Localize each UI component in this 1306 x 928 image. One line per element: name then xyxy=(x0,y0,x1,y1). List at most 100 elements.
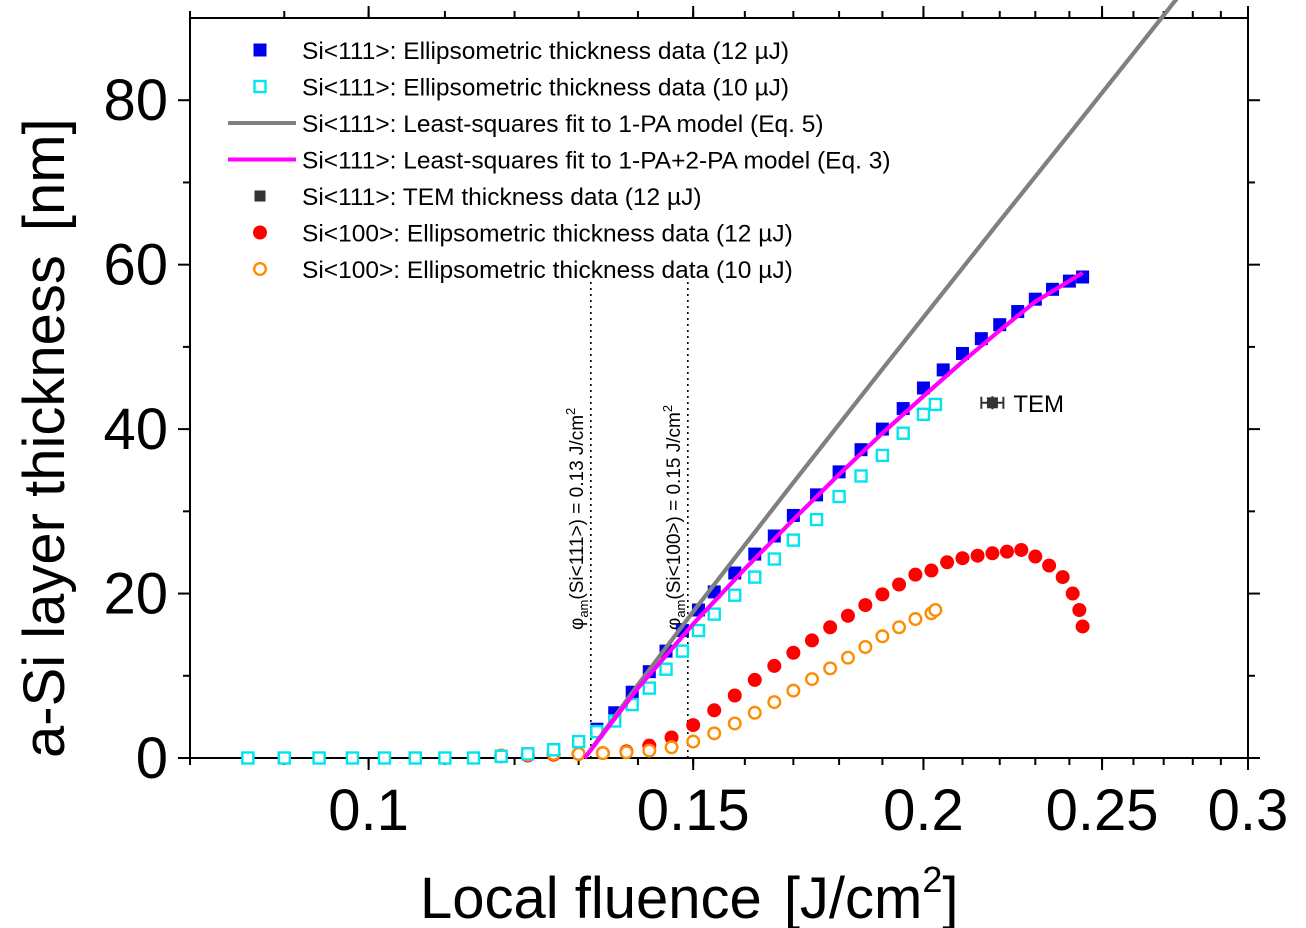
legend-label: Si<111>: Least-squares fit to 1-PA model… xyxy=(302,111,824,138)
data-point xyxy=(908,567,923,582)
data-point xyxy=(691,623,706,638)
data-point xyxy=(786,645,801,660)
data-point xyxy=(748,570,762,584)
data-point xyxy=(832,489,846,504)
data-point xyxy=(928,397,943,412)
data-point xyxy=(809,512,824,527)
y-tick-label: 0 xyxy=(136,726,168,791)
data-point xyxy=(916,407,931,422)
data-point xyxy=(312,751,326,765)
x-tick-label: 0.25 xyxy=(1046,778,1159,843)
fit-line xyxy=(583,0,1179,760)
data-point xyxy=(727,716,742,731)
data-point xyxy=(823,620,838,635)
data-point xyxy=(999,544,1014,559)
threshold-label: φam(Si<100>) = 0.15 J/cm2 xyxy=(660,405,688,630)
data-point xyxy=(892,620,907,635)
data-point xyxy=(664,730,679,745)
data-point xyxy=(747,705,762,720)
tem-annotation: TEM xyxy=(980,391,1064,418)
legend-marker xyxy=(253,79,267,94)
x-axis-unit-sup: 2 xyxy=(922,859,942,900)
legend-label: Si<111>: TEM thickness data (12 µJ) xyxy=(302,184,702,211)
data-point xyxy=(858,598,873,613)
data-point xyxy=(1014,542,1029,557)
legend-marker xyxy=(253,43,267,57)
tem-label: TEM xyxy=(1013,391,1064,418)
legend-label: Si<111>: Ellipsometric thickness data (1… xyxy=(302,38,789,65)
data-point xyxy=(494,749,508,764)
data-point xyxy=(823,661,838,676)
x-tick-label: 0.15 xyxy=(637,778,750,843)
data-point xyxy=(896,426,910,440)
data-point xyxy=(686,734,701,749)
x-axis-label: Local fluence [J/cm2] xyxy=(420,859,959,928)
data-point xyxy=(924,563,939,578)
y-tick-label: 40 xyxy=(103,397,168,462)
data-point xyxy=(277,751,291,765)
data-point xyxy=(985,546,1000,561)
data-point xyxy=(728,588,742,602)
data-point xyxy=(686,718,701,733)
y-axis-label: a-Si layer thickness [nm] xyxy=(12,118,77,758)
data-point xyxy=(675,644,690,658)
tem-point xyxy=(986,397,998,409)
legend-marker xyxy=(252,262,267,277)
x-axis-unit-close: ] xyxy=(942,866,958,928)
legend-label: Si<111>: Least-squares fit to 1-PA+2-PA … xyxy=(302,148,891,175)
legend-label: Si<100>: Ellipsometric thickness data (1… xyxy=(302,221,793,248)
data-point xyxy=(466,751,481,765)
data-point xyxy=(955,551,970,566)
y-axis-unit: [nm] xyxy=(12,118,77,231)
legend-label: Si<111>: Ellipsometric thickness data (1… xyxy=(302,75,789,102)
legend-marker xyxy=(253,225,267,240)
series-group xyxy=(583,0,1179,760)
data-point xyxy=(875,629,890,644)
data-point xyxy=(1075,619,1090,634)
fit-line xyxy=(583,271,1084,760)
y-axis-title: a-Si layer thickness xyxy=(12,255,77,758)
threshold-lines: φam(Si<111>) = 0.13 J/cm2 φam(Si<100>) = … xyxy=(563,282,689,758)
x-tick-label: 0.1 xyxy=(328,778,409,843)
data-point xyxy=(1065,586,1080,601)
data-point xyxy=(767,552,781,566)
data-point xyxy=(858,640,873,655)
data-point xyxy=(854,469,868,483)
data-point xyxy=(571,734,586,749)
y-tick-label: 20 xyxy=(103,562,168,627)
x-axis: 0.1 0.15 0.2 0.25 0.3 xyxy=(328,6,1288,843)
plot-border xyxy=(189,17,1249,759)
data-point xyxy=(595,746,610,761)
legend-marker xyxy=(254,190,266,202)
legend-label: Si<100>: Ellipsometric thickness data (1… xyxy=(302,257,793,284)
series-group xyxy=(583,271,1084,760)
x-axis-unit-open: [J/cm xyxy=(784,866,923,928)
y-tick-label: 60 xyxy=(103,233,168,298)
data-point xyxy=(546,743,561,757)
legend: Si<111>: Ellipsometric thickness data (1… xyxy=(228,38,891,284)
data-point xyxy=(1028,549,1043,564)
series-group xyxy=(241,397,943,765)
data-point xyxy=(767,658,782,673)
data-point xyxy=(727,688,742,703)
data-point xyxy=(840,650,855,665)
y-axis: 0 20 40 60 80 xyxy=(103,68,1260,791)
threshold-label: φam(Si<111>) = 0.13 J/cm2 xyxy=(563,408,591,630)
data-series xyxy=(241,0,1179,765)
data-point xyxy=(767,695,782,710)
data-point xyxy=(970,548,985,563)
series-group xyxy=(494,542,1090,764)
data-point xyxy=(345,751,360,765)
data-point xyxy=(1042,558,1057,573)
data-point xyxy=(786,533,801,547)
data-point xyxy=(875,448,890,463)
data-point xyxy=(908,612,923,627)
data-point xyxy=(241,751,255,765)
y-tick-label: 80 xyxy=(103,68,168,133)
data-point xyxy=(377,751,392,765)
data-point xyxy=(642,681,656,695)
data-point xyxy=(408,751,422,765)
data-point xyxy=(707,726,722,741)
data-point xyxy=(664,740,679,755)
